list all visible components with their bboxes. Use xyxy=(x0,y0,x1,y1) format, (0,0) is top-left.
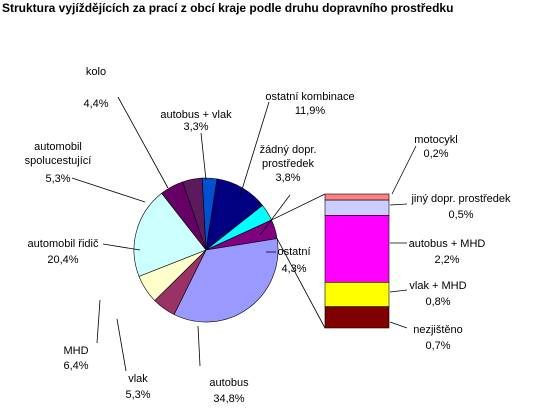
pie-label-automobil-spolucestujici: spolucestující xyxy=(25,155,92,167)
bar-segment-motocykl xyxy=(324,193,390,201)
bar-value-label-nezjisteno: 0,7% xyxy=(425,340,450,352)
bar-leader-line-nezjisteno xyxy=(389,321,408,329)
leader-line-vlak xyxy=(116,318,127,372)
pie-label-zadny-dopr-prostredek: žádný dopr. xyxy=(260,144,317,156)
leader-line-mhd xyxy=(96,299,101,344)
pie-label-ostatni: ostatní xyxy=(277,246,310,258)
pie-value-label-automobil-ridic: 20,4% xyxy=(47,254,78,266)
pie-value-label-mhd: 6,4% xyxy=(63,360,88,372)
bar-label-autobus-mhd: autobus + MHD xyxy=(409,238,486,250)
pie-label-mhd: MHD xyxy=(63,345,88,357)
chart-title: Struktura vyjíždějících za prací z obcí … xyxy=(2,1,454,15)
pie-slice-automobil-spolucestujici xyxy=(161,181,207,251)
bar-label-vlak-mhd: vlak + MHD xyxy=(409,280,466,292)
pie-slice-autobus xyxy=(173,238,279,323)
bar-value-label-vlak-mhd: 0,8% xyxy=(425,296,450,308)
pie-value-label-kolo: 4,4% xyxy=(83,98,108,110)
leader-line-automobil-spolucestujici xyxy=(71,177,146,203)
pie-label-kolo: kolo xyxy=(86,66,106,78)
pie-slice-automobil-ridic xyxy=(133,192,207,277)
leader-line-zadny-dopr-prostredek xyxy=(259,194,291,236)
pie-value-label-vlak: 5,3% xyxy=(125,389,150,401)
pie-label-zadny-dopr-prostredek: prostředek xyxy=(262,158,314,170)
bar-segment-jiny-dopr-prostredek xyxy=(324,199,390,216)
bar-segment-vlak-mhd xyxy=(324,282,390,307)
bar-label-motocykl: motocykl xyxy=(414,134,457,146)
leader-line-automobil-ridic xyxy=(102,243,141,251)
bar-segment-nezjisteno xyxy=(324,306,390,329)
bar-value-label-motocykl: 0,2% xyxy=(423,148,448,160)
bar-leader-line-motocykl xyxy=(391,145,417,195)
pie-bar-connectors xyxy=(271,193,326,329)
bar-leader-line-vlak-mhd xyxy=(389,289,408,293)
bar-label-nezjisteno: nezjištěno xyxy=(413,324,463,336)
pie-value-label-autobus: 34,8% xyxy=(213,393,244,405)
breakdown-bar xyxy=(324,193,390,329)
pie-value-label-autobus-vlak: 3,3% xyxy=(183,121,208,133)
pie-value-label-automobil-spolucestujici: 5,3% xyxy=(45,173,70,185)
connector-line-top xyxy=(271,193,326,221)
bar-segment-autobus-mhd xyxy=(324,215,390,283)
bar-value-label-autobus-mhd: 2,2% xyxy=(434,254,459,266)
pie-value-label-ostatni-kombinace: 11,9% xyxy=(295,105,326,117)
pie-label-ostatni-kombinace: ostatní kombinace xyxy=(265,91,354,103)
leader-line-kolo xyxy=(117,96,169,189)
bar-leader-line-jiny-dopr-prostredek xyxy=(389,203,408,206)
bar-value-label-jiny-dopr-prostredek: 0,5% xyxy=(448,209,473,221)
connector-line-bottom xyxy=(276,238,326,329)
leader-line-autobus xyxy=(197,325,201,367)
pie-label-autobus-vlak: autobus + vlak xyxy=(160,109,232,121)
pie-value-label-zadny-dopr-prostredek: 3,8% xyxy=(275,172,300,184)
pie-value-label-ostatni: 4,3% xyxy=(281,263,306,275)
bar-label-jiny-dopr-prostredek: jiný dopr. prostředek xyxy=(410,193,511,205)
pie-label-vlak: vlak xyxy=(128,373,148,385)
pie-label-automobil-spolucestujici: automobil xyxy=(34,141,82,153)
leader-lines xyxy=(71,96,417,372)
leader-line-ostatni-kombinace xyxy=(239,101,270,197)
pie-label-automobil-ridic: automobil řidič xyxy=(28,238,99,250)
leader-line-autobus-vlak xyxy=(200,132,207,181)
pie-label-autobus: autobus xyxy=(209,377,249,389)
pie-slices xyxy=(133,177,279,323)
